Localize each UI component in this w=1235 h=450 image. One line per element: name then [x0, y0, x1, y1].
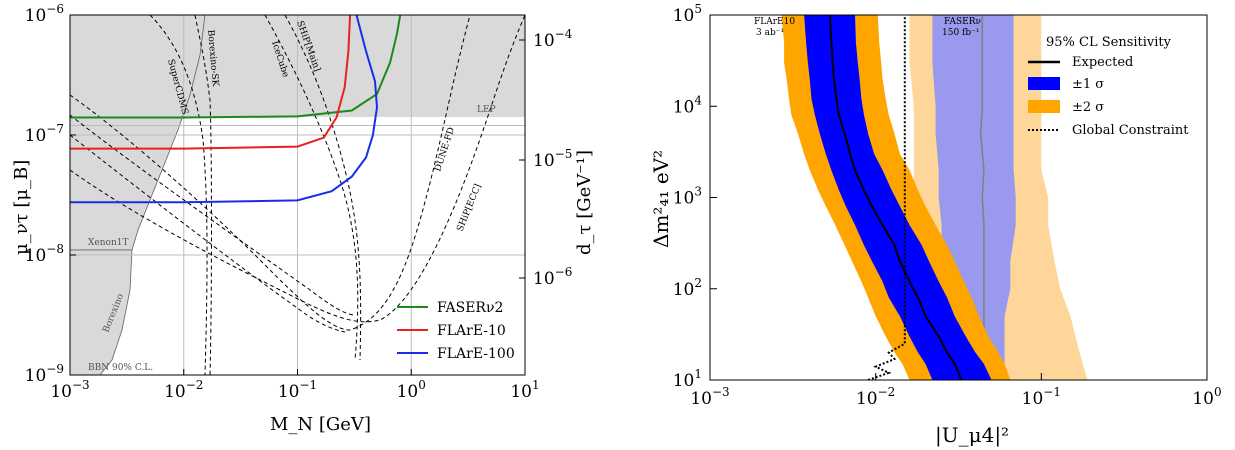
right-panel: 10−3 10−2 10−1 100 101 102 103 104 105 FLArE10 3…: [649, 2, 1222, 448]
legend-flare10: FLArE-10: [437, 323, 506, 339]
flare10-annotation: FLArE10: [754, 17, 795, 27]
lep-label: LEP: [477, 105, 496, 115]
xenon1t-region: [70, 15, 206, 251]
legend-global: Global Constraint: [1072, 123, 1189, 138]
left-xtick-label: 10−2: [164, 378, 203, 402]
left-ytick-label: 10−7: [25, 122, 64, 146]
series-line-flare10: [70, 15, 352, 150]
legend-flare100: FLArE-100: [437, 346, 515, 362]
right-ylabel: Δm²₄₁ eV²: [649, 150, 673, 248]
left-y2tick-label: 10−5: [533, 147, 572, 171]
borexino-region: [70, 249, 133, 375]
dashed-curves: [70, 15, 525, 375]
right-ytick-label: 101: [673, 367, 702, 391]
legend-title: 95% CL Sensitivity: [1046, 35, 1172, 50]
xenon1t-label: Xenon1T: [88, 238, 128, 248]
flare10-1sigma-band: [804, 15, 992, 380]
left-ytick-label: 10−6: [25, 2, 64, 26]
ship-ecc-label: SHiP[ECC]: [456, 183, 484, 233]
right-xtick-label: 100: [1192, 385, 1221, 409]
left-panel: 10−3 10−2 10−1 100 10110−910−810−710−610−610…: [11, 2, 595, 435]
flare10-expected-line: [829, 15, 963, 380]
dune-fd-curve: [70, 15, 471, 331]
left-xlabel: M_N [GeV]: [270, 414, 371, 435]
legend-1sigma-swatch: [1028, 77, 1060, 90]
left-xtick-label: 100: [397, 378, 426, 402]
right-xtick-label: 10−1: [1022, 385, 1061, 409]
legend-2sigma-swatch: [1028, 100, 1060, 113]
left-xtick-label: 10−1: [278, 378, 317, 402]
faser-expected-line: [979, 15, 985, 380]
dune-fd-label: DUNE-FD: [433, 126, 457, 173]
flare10-lumi: 3 ab⁻¹: [756, 28, 784, 38]
left-y2tick-label: 10−6: [533, 265, 572, 289]
right-xtick-label: 10−3: [690, 385, 729, 409]
legend-1sigma: ±1 σ: [1072, 77, 1104, 92]
right-xlabel: |U_μ4|²: [935, 423, 1009, 448]
right-xtick-label: 10−2: [856, 385, 895, 409]
right-legend: 95% CL Sensitivity Expected ±1 σ ±2 σ Gl…: [1028, 35, 1189, 138]
faser-lumi: 150 fb⁻¹: [942, 28, 980, 38]
icecube-curve: [264, 15, 359, 361]
left-y2label: d_τ [GeV⁻¹]: [574, 150, 595, 255]
legend-expected: Expected: [1072, 55, 1133, 70]
series-line-flare100: [70, 15, 379, 204]
right-ytick-label: 102: [673, 276, 702, 300]
right-ytick-label: 105: [673, 2, 702, 26]
left-ylabel: μ_ντ [μ_B]: [11, 160, 32, 255]
left-legend: FASERν2 FLArE-10 FLArE-100: [397, 300, 515, 362]
left-xtick-label: 10−3: [50, 378, 89, 402]
faser-annotation: FASERν: [944, 17, 981, 27]
ship-ecc-curve: [70, 15, 525, 323]
bbn-label: BBN 90% C.L.: [88, 363, 153, 373]
extra-curve-1: [70, 114, 356, 316]
ship-main-curve: [284, 15, 362, 361]
global-constraint-line: [867, 15, 906, 380]
borexino-sk-curve: [194, 15, 212, 375]
supercdms-curve: [149, 15, 208, 375]
left-xtick-label: 101: [510, 378, 539, 402]
series-line-faser: [70, 15, 402, 119]
right-ytick-label: 103: [673, 185, 702, 209]
borexino-sk-label: Borexino-SK: [205, 29, 220, 87]
legend-2sigma: ±2 σ: [1072, 100, 1104, 115]
legend-faser: FASERν2: [437, 300, 503, 316]
right-ytick-label: 104: [673, 93, 703, 117]
extra-curve-2: [70, 134, 346, 333]
left-y2tick-label: 10−4: [533, 27, 573, 51]
